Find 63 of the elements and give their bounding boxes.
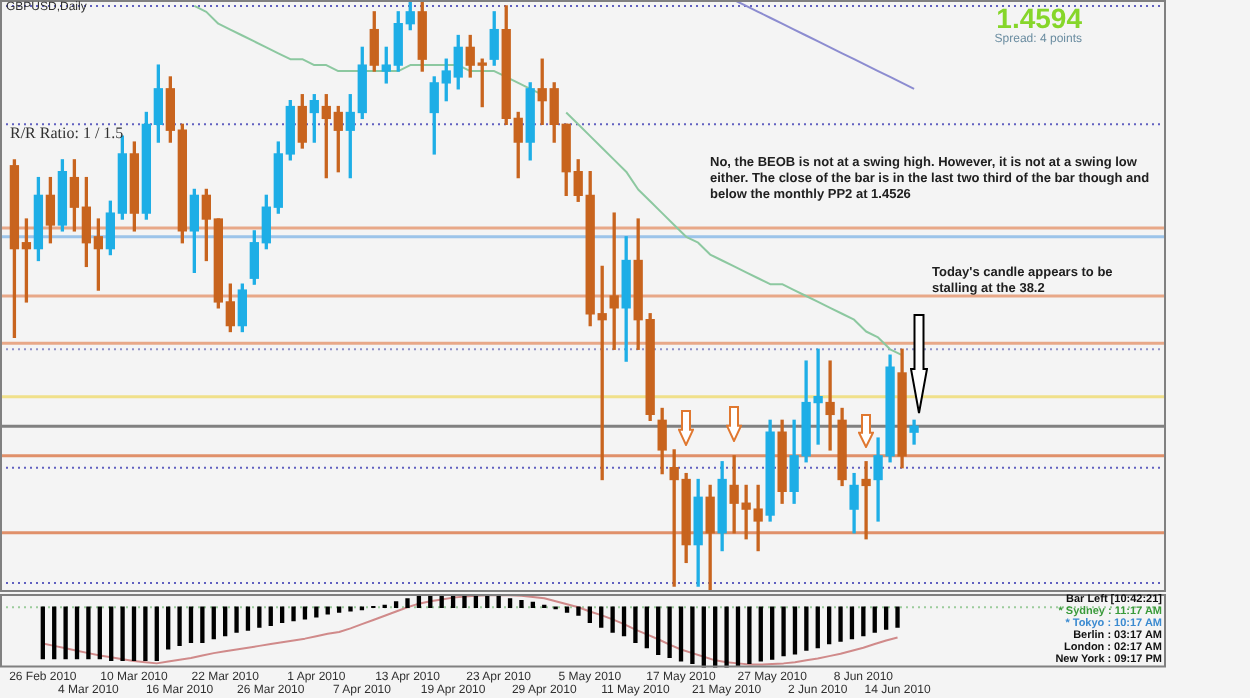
bar: [576, 606, 581, 616]
bar: [462, 594, 467, 608]
bar: [177, 606, 182, 646]
bar: [644, 606, 649, 649]
bar: [507, 598, 513, 608]
bar: [838, 606, 843, 642]
bar: [815, 606, 820, 649]
bar: [599, 606, 604, 628]
bar: [200, 606, 205, 643]
bar: [257, 606, 262, 628]
bar: [735, 606, 741, 667]
bar: [656, 606, 661, 655]
bar: [872, 606, 877, 633]
bar: [86, 606, 91, 660]
bar: [314, 606, 319, 618]
bar: [97, 606, 102, 660]
annotation: R/R Ratio: 1 / 1.5: [10, 124, 124, 142]
bar: [279, 606, 285, 624]
bar: [211, 606, 216, 640]
bar: [667, 606, 672, 658]
bar: [166, 606, 171, 650]
bar: [268, 606, 273, 627]
bar: [405, 598, 410, 608]
bar: [325, 606, 330, 615]
bar: [245, 606, 251, 631]
bar: [883, 606, 889, 630]
bar: [131, 606, 137, 662]
bar: [621, 606, 627, 637]
bar: [63, 606, 68, 660]
bar: [52, 606, 57, 660]
bar: [678, 606, 684, 662]
bar: [849, 606, 855, 640]
bar: [747, 606, 752, 665]
bar: [291, 606, 296, 622]
bar: [120, 606, 125, 662]
bar: [188, 606, 194, 643]
bar: [587, 606, 592, 624]
bar: [234, 606, 239, 633]
bar: [701, 606, 706, 668]
bar: [348, 606, 353, 612]
bar: [724, 606, 729, 668]
bar: [393, 601, 399, 608]
bar: [74, 606, 80, 660]
bar: [610, 606, 615, 633]
bar: [713, 606, 718, 668]
bar: [781, 606, 786, 657]
bar: [519, 599, 524, 608]
bar: [690, 606, 695, 665]
bar: [827, 606, 832, 645]
bar: [804, 606, 809, 651]
bar: [792, 606, 798, 655]
text: 1.4594: [996, 2, 1082, 34]
bar: [496, 595, 501, 608]
bar: [758, 606, 763, 662]
bar: [143, 606, 148, 662]
bar: [770, 606, 775, 660]
bar: [895, 606, 900, 628]
bar: [861, 606, 866, 637]
bar: [40, 606, 45, 660]
bar: [633, 606, 638, 643]
bar: [223, 606, 228, 637]
bar: [154, 606, 159, 662]
bar: [109, 606, 114, 662]
